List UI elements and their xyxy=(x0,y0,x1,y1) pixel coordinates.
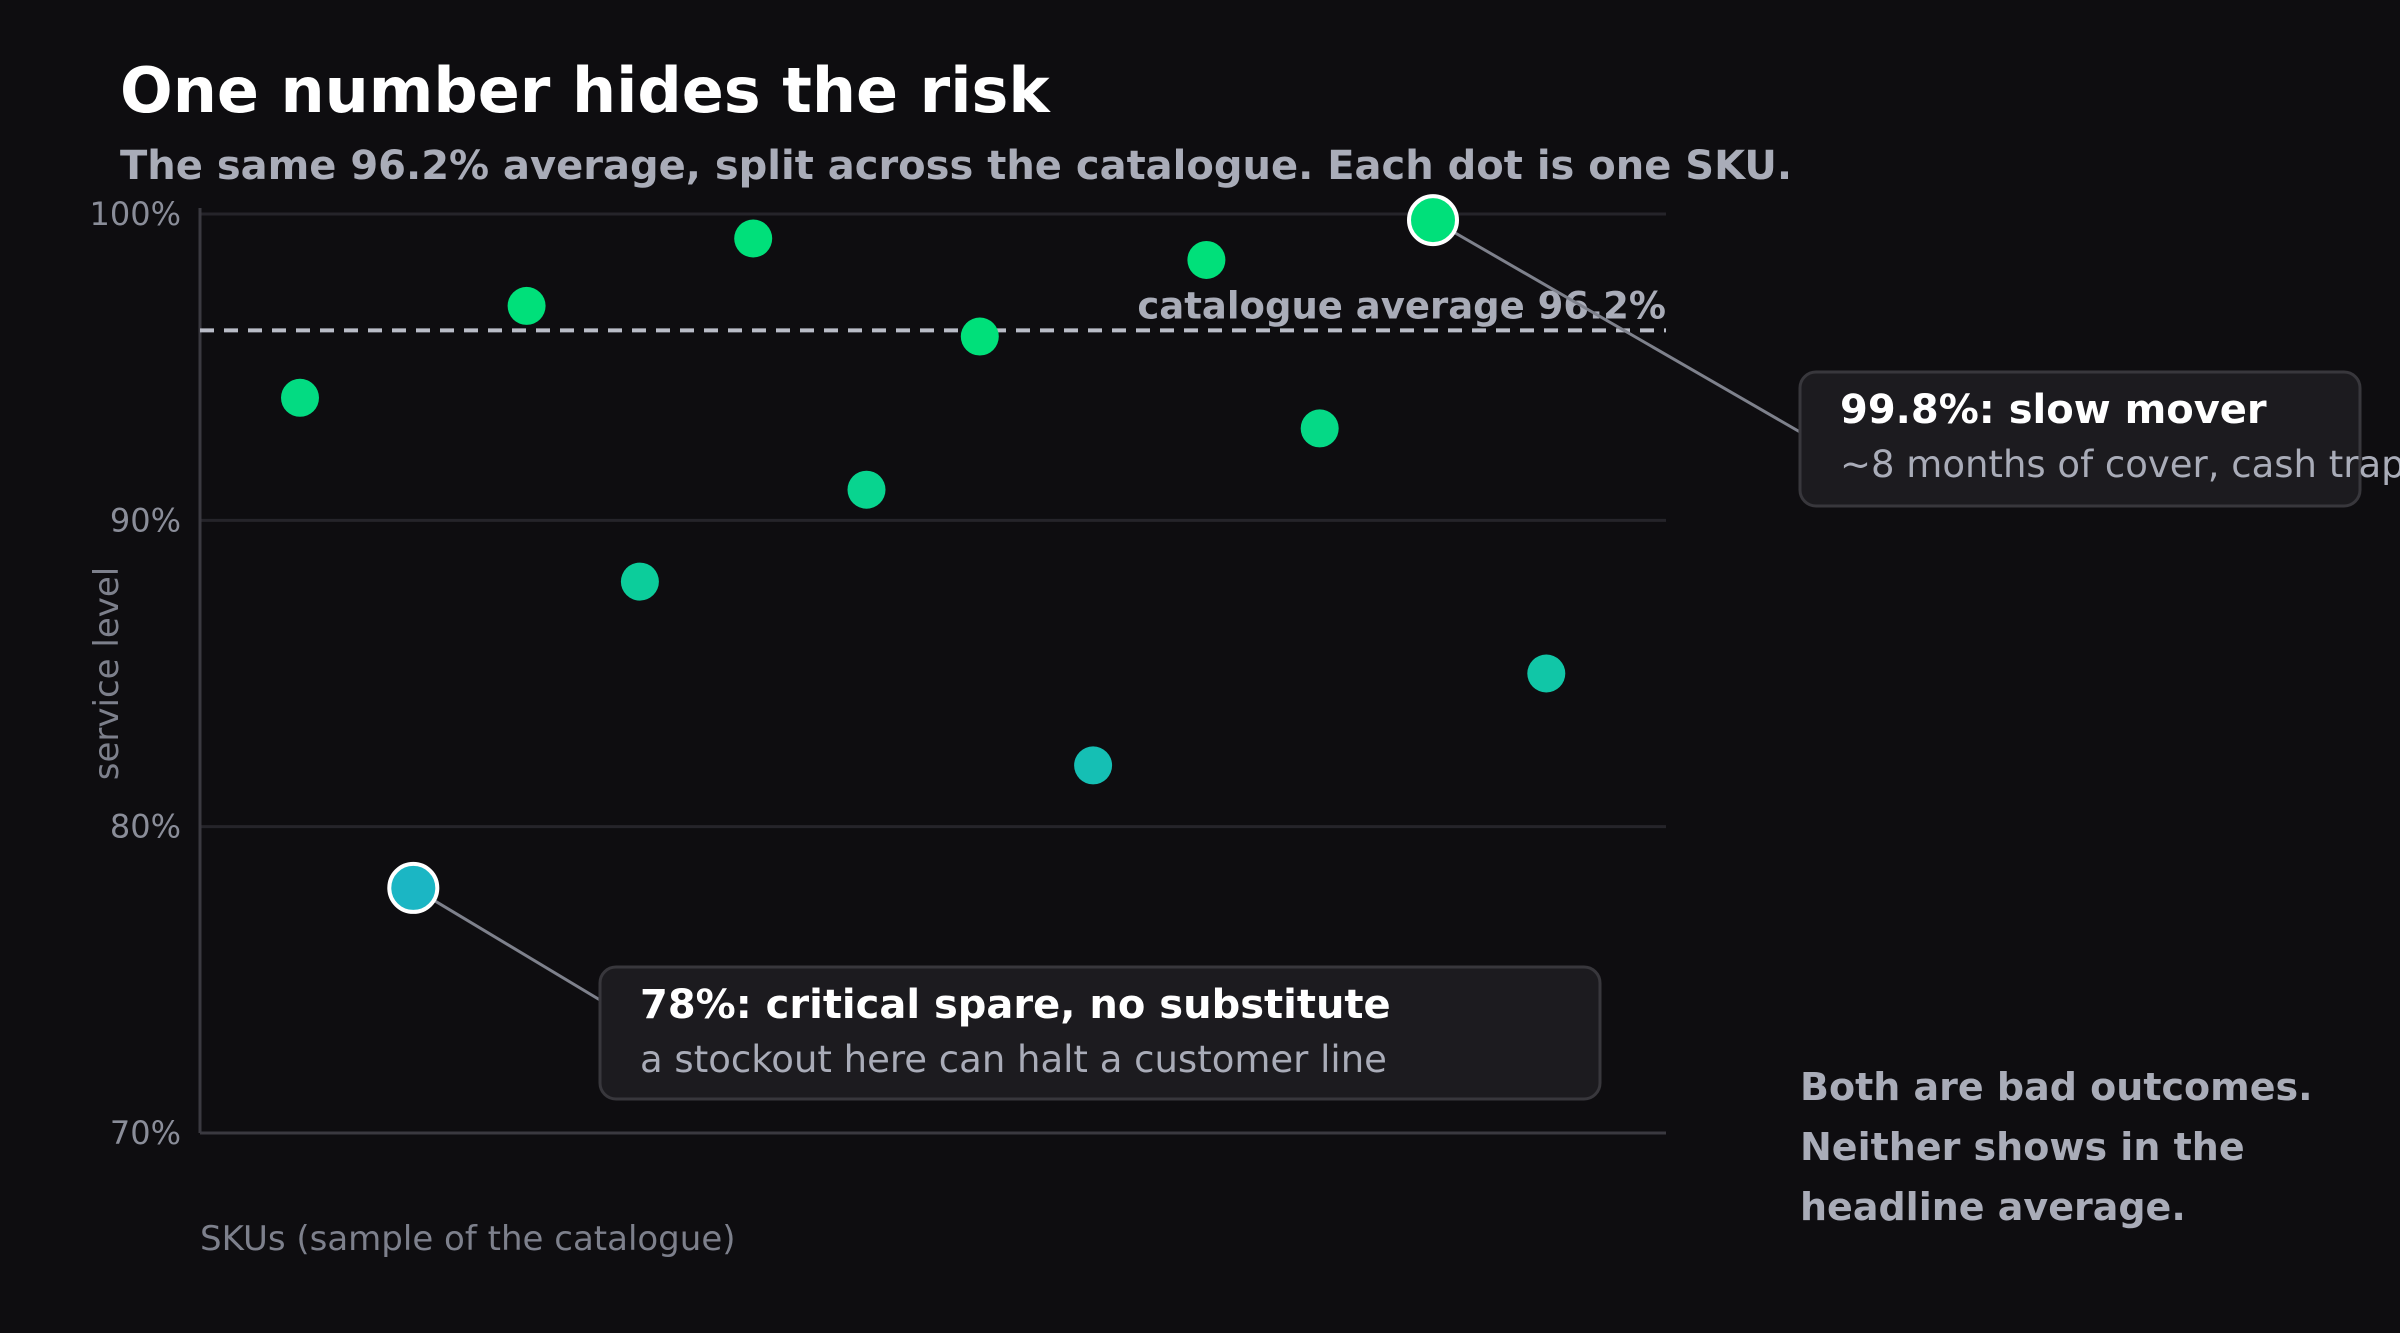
axes xyxy=(198,208,1666,1135)
callouts: 78%: critical spare, no substitute a stoc… xyxy=(598,370,2400,1101)
data-point xyxy=(847,470,886,509)
data-point xyxy=(507,286,546,325)
callout-title: 78%: critical spare, no substitute xyxy=(640,982,1391,1028)
callout-leader-line xyxy=(1432,218,1801,434)
side-note: Both are bad outcomes. Neither shows in … xyxy=(1800,1065,2313,1229)
data-point xyxy=(281,378,319,417)
callout-box xyxy=(598,965,1602,1101)
x-axis-label: SKUs (sample of the catalogue) xyxy=(200,1219,736,1259)
chart-subtitle: The same 96.2% average, split across the… xyxy=(120,143,1792,189)
callout: 78%: critical spare, no substitute a stoc… xyxy=(598,965,1602,1101)
highlighted-point xyxy=(387,861,440,914)
side-note-line: Both are bad outcomes. xyxy=(1800,1065,2313,1109)
callout-subtitle: ~8 months of cover, cash trapped xyxy=(1840,443,2400,486)
callout-leader-line xyxy=(412,886,601,1002)
callout: 99.8%: slow mover ~8 months of cover, cas… xyxy=(1798,370,2400,508)
callout-box xyxy=(1798,370,2362,508)
chart-title: One number hides the risk xyxy=(120,54,1051,127)
data-point xyxy=(734,219,773,258)
callout-leaders xyxy=(412,218,1801,1002)
highlighted-point xyxy=(1407,194,1459,247)
callout-subtitle: a stockout here can halt a customer line xyxy=(640,1038,1387,1081)
y-axis-label: service level xyxy=(87,567,127,780)
side-note-line: headline average. xyxy=(1800,1185,2186,1229)
y-tick-label: 90% xyxy=(110,501,181,539)
data-point xyxy=(1187,240,1226,279)
y-tick-label: 80% xyxy=(110,808,181,846)
data-point xyxy=(1074,746,1113,785)
callout-title: 99.8%: slow mover xyxy=(1840,387,2267,433)
average-label: catalogue average 96.2% xyxy=(1137,284,1666,327)
y-tick-label: 70% xyxy=(110,1114,181,1152)
data-point xyxy=(960,317,999,356)
y-tick-label: 100% xyxy=(90,195,181,233)
y-tick-labels: 70% 80% 90% 100% xyxy=(90,195,181,1152)
data-point xyxy=(1527,654,1566,693)
data-point xyxy=(620,562,659,601)
side-note-line: Neither shows in the xyxy=(1800,1125,2245,1169)
data-point xyxy=(1300,409,1339,448)
data-points xyxy=(281,194,1566,914)
